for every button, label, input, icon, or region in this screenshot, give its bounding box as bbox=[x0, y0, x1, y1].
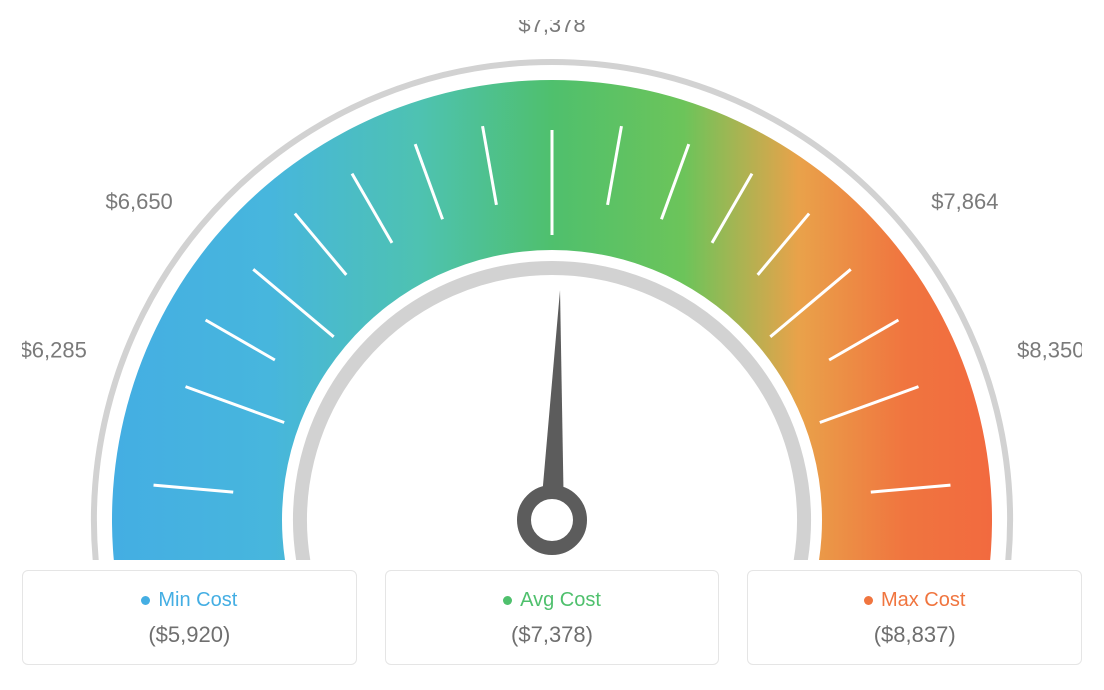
legend-title-row: Avg Cost bbox=[396, 589, 709, 612]
legend-value: ($7,378) bbox=[396, 622, 709, 648]
gauge-chart: $5,920$6,285$6,650$7,378$7,864$8,350$8,8… bbox=[22, 20, 1082, 560]
gauge-scale-label: $8,350 bbox=[1017, 338, 1082, 363]
gauge-scale-label: $6,650 bbox=[106, 189, 173, 214]
legend-card: Min Cost ($5,920) bbox=[22, 570, 357, 665]
legend-title: Min Cost bbox=[158, 589, 237, 612]
legend-value: ($8,837) bbox=[758, 622, 1071, 648]
gauge-scale-label: $6,285 bbox=[22, 338, 87, 363]
legend-title: Avg Cost bbox=[520, 589, 601, 612]
gauge-svg: $5,920$6,285$6,650$7,378$7,864$8,350$8,8… bbox=[22, 20, 1082, 560]
legend-value: ($5,920) bbox=[33, 622, 346, 648]
legend-title: Max Cost bbox=[881, 589, 965, 612]
gauge-scale-label: $7,864 bbox=[931, 189, 998, 214]
legend-row: Min Cost ($5,920) Avg Cost ($7,378) Max Cost… bbox=[22, 570, 1082, 665]
gauge-scale-label: $7,378 bbox=[518, 20, 585, 37]
legend-dot-icon bbox=[503, 596, 512, 605]
legend-dot-icon bbox=[864, 596, 873, 605]
legend-card: Avg Cost ($7,378) bbox=[385, 570, 720, 665]
gauge-needle-hub bbox=[524, 492, 580, 548]
legend-title-row: Min Cost bbox=[33, 589, 346, 612]
legend-dot-icon bbox=[141, 596, 150, 605]
legend-card: Max Cost ($8,837) bbox=[747, 570, 1082, 665]
legend-title-row: Max Cost bbox=[758, 589, 1071, 612]
